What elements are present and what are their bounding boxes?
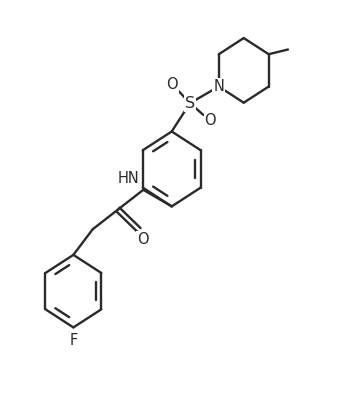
Text: N: N <box>213 79 224 94</box>
Text: HN: HN <box>118 171 140 186</box>
Text: S: S <box>185 96 195 111</box>
Text: O: O <box>167 77 178 92</box>
Text: O: O <box>137 231 148 247</box>
Text: F: F <box>69 333 78 348</box>
Text: O: O <box>205 113 216 128</box>
